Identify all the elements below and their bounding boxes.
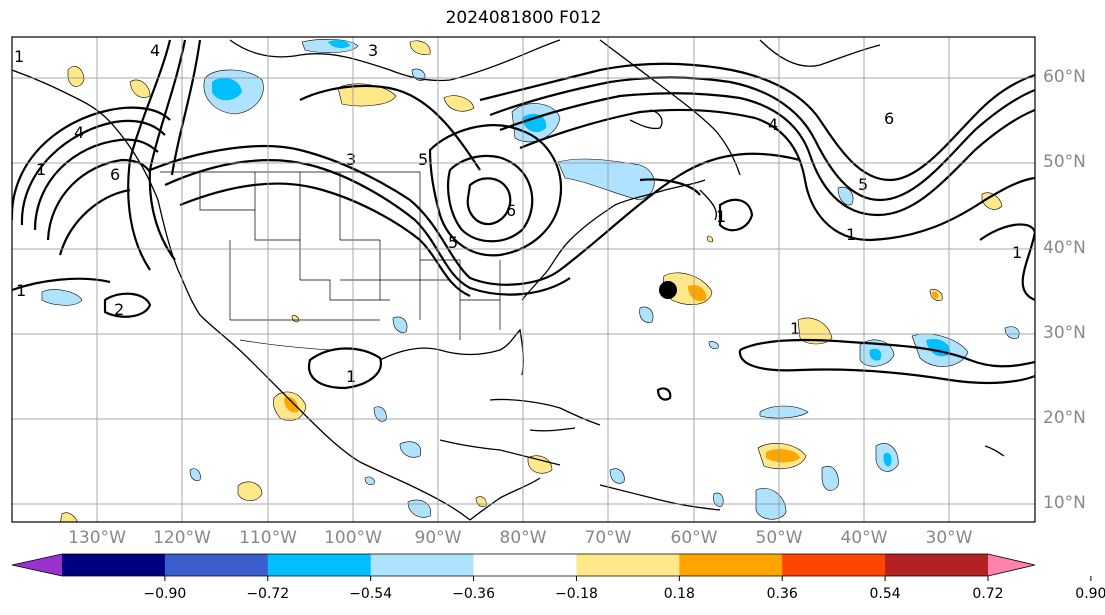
colorbar-tick-label: −0.54 bbox=[349, 586, 393, 602]
contour-label: 1 bbox=[716, 207, 726, 226]
lon-label: 80°W bbox=[499, 528, 547, 548]
lon-label: 130°W bbox=[68, 528, 126, 548]
contour-label: 4 bbox=[768, 115, 778, 134]
contour-label: 1 bbox=[16, 281, 26, 300]
contour-label: 1 bbox=[1012, 243, 1022, 262]
contour-label: 1 bbox=[346, 367, 356, 386]
map-gridlines bbox=[12, 37, 1035, 522]
lat-label: 20°N bbox=[1043, 408, 1086, 428]
storm-center-marker bbox=[659, 281, 677, 299]
contour-label: 3 bbox=[368, 41, 378, 60]
contour-label: 6 bbox=[884, 109, 894, 128]
lon-label: 40°W bbox=[840, 528, 888, 548]
colorbar-tick-label: −0.72 bbox=[246, 586, 290, 602]
contour-label: 5 bbox=[418, 150, 428, 169]
lon-label: 60°W bbox=[670, 528, 718, 548]
contour-label: 4 bbox=[150, 41, 160, 60]
contour-label: 5 bbox=[858, 175, 868, 194]
strong-positive-anomaly-shading bbox=[284, 284, 939, 463]
coastlines bbox=[12, 39, 1005, 521]
lon-label: 110°W bbox=[239, 528, 297, 548]
contour-label: 1 bbox=[790, 319, 800, 338]
map-title: 2024081800 F012 bbox=[445, 8, 602, 28]
lon-label: 50°W bbox=[755, 528, 803, 548]
contour-label: 6 bbox=[110, 165, 120, 184]
contour-label: 2 bbox=[114, 300, 124, 319]
lat-label: 60°N bbox=[1043, 67, 1086, 87]
colorbar-tick-label: 0.72 bbox=[972, 586, 1004, 602]
map-frame bbox=[11, 36, 1036, 523]
contour-label: 4 bbox=[74, 123, 84, 142]
lat-label: 30°N bbox=[1043, 323, 1086, 343]
lon-label: 70°W bbox=[584, 528, 632, 548]
lat-label: 40°N bbox=[1043, 238, 1086, 258]
lon-label: 90°W bbox=[414, 528, 462, 548]
contour-label: 1 bbox=[846, 225, 856, 244]
colorbar-tick-label: −0.18 bbox=[554, 586, 598, 602]
colorbar-tick-label: 0.18 bbox=[663, 586, 695, 602]
lon-label: 120°W bbox=[153, 528, 211, 548]
contour-lines bbox=[12, 39, 1035, 401]
colorbar-tick-label: 0.54 bbox=[869, 586, 901, 602]
contour-label: 5 bbox=[448, 233, 458, 252]
colorbar-tick-label: −0.36 bbox=[452, 586, 495, 602]
lat-label: 50°N bbox=[1043, 152, 1086, 172]
political-borders bbox=[160, 171, 501, 351]
contour-label: 3 bbox=[346, 150, 356, 169]
lat-label: 10°N bbox=[1043, 493, 1086, 513]
colorbar-tick-label: 0.36 bbox=[766, 586, 798, 602]
contour-label: 1 bbox=[36, 160, 46, 179]
colorbar-tick-label: −0.90 bbox=[143, 586, 187, 602]
colorbar-tick-label: 0.90 bbox=[1075, 586, 1105, 602]
contour-label: 6 bbox=[506, 201, 516, 220]
map-plot: 1 6 4 2 3 5 5 6 3 4 6 5 1 1 1 1 1 1 1 4 bbox=[11, 36, 1036, 523]
lon-label: 100°W bbox=[324, 528, 382, 548]
negative-anomaly-shading bbox=[41, 39, 1020, 520]
lon-label: 30°W bbox=[925, 528, 973, 548]
contour-labels: 1 6 4 2 3 5 5 6 3 4 6 5 1 1 1 1 1 1 1 4 bbox=[14, 41, 1022, 386]
contour-label: 1 bbox=[14, 47, 24, 66]
